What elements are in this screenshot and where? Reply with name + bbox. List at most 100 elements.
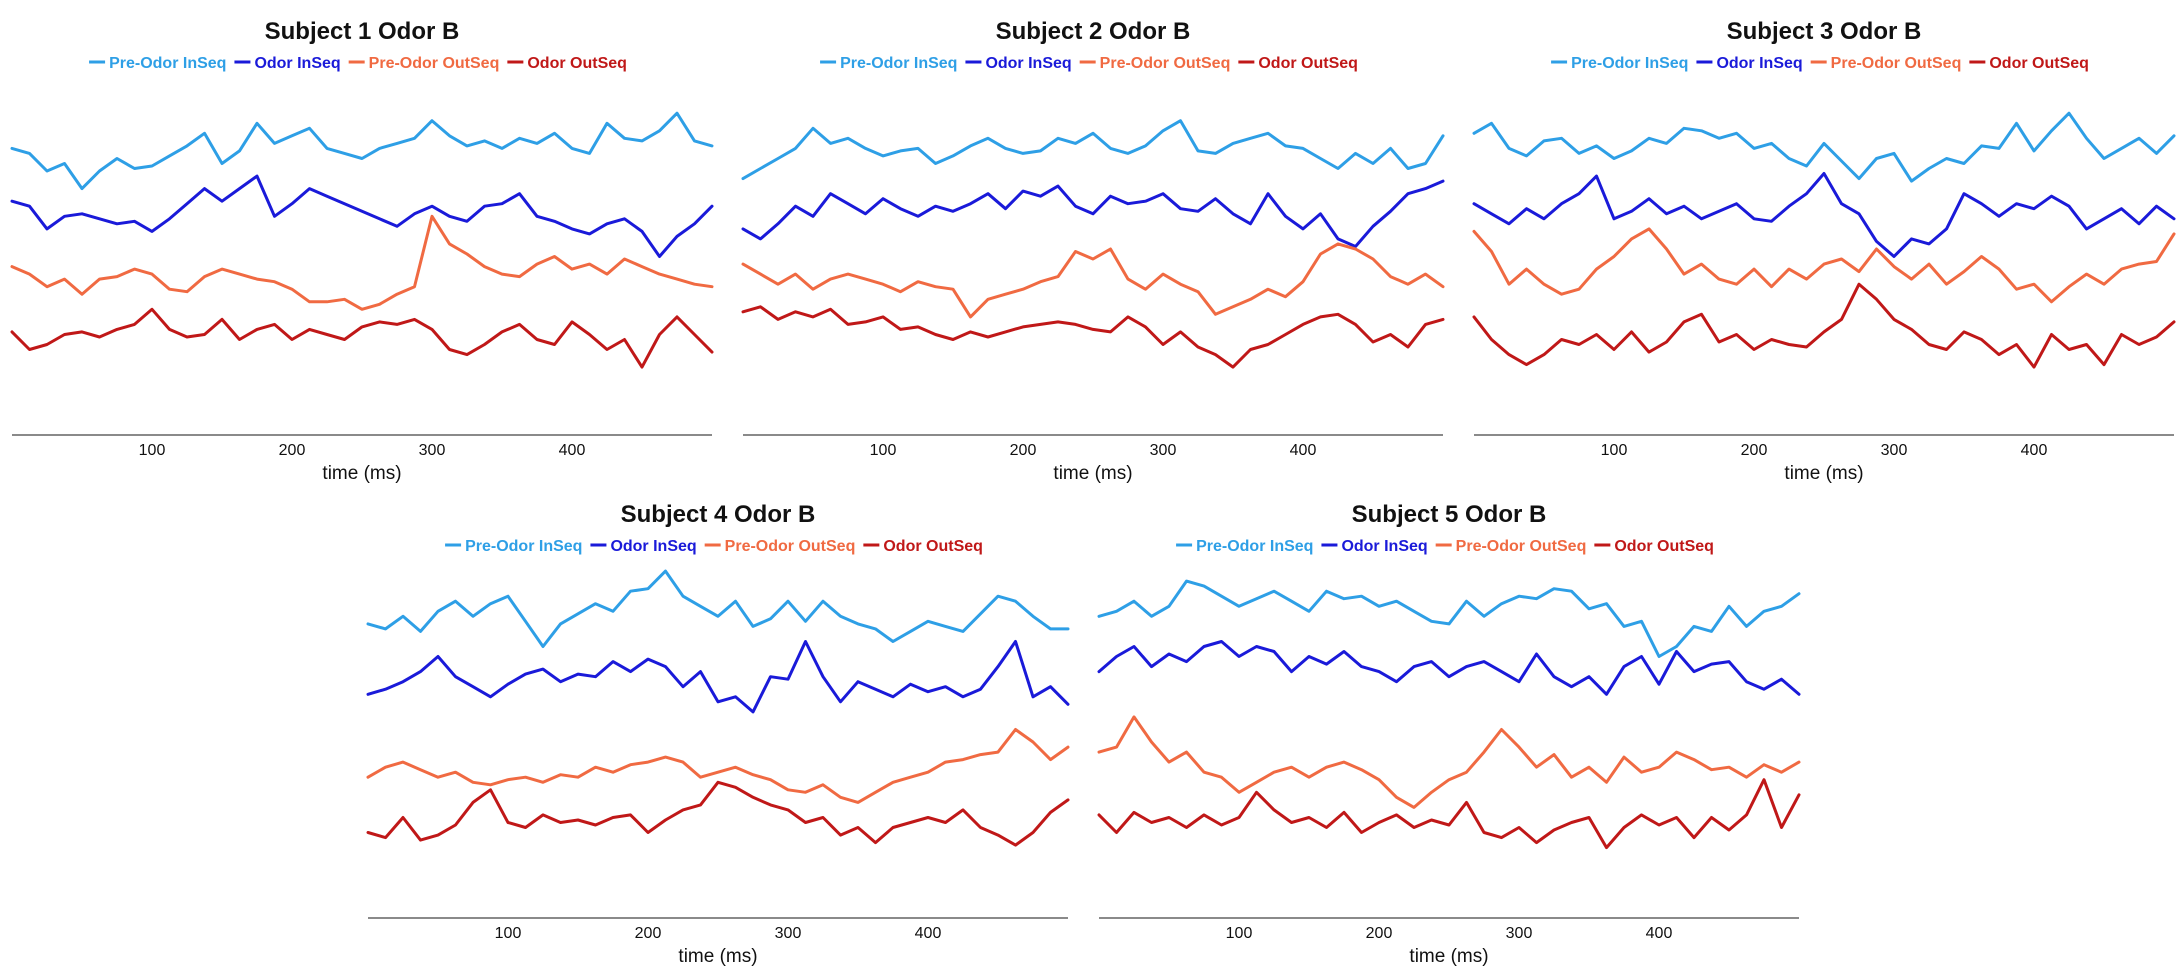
series-line-pre-odor-outseq [10,214,714,311]
x-tick-label: 300 [1150,442,1177,459]
series-line-pre-odor-outseq [366,728,1070,804]
legend-item-odor-inseq: Odor InSeq [965,55,1072,72]
x-tick-label: 300 [419,442,446,459]
legend-label: Odor InSeq [254,55,340,72]
legend-label: Odor InSeq [1716,55,1802,72]
x-axis-label: time (ms) [678,946,757,967]
legend-label: Pre-Odor InSeq [840,55,957,72]
panel-subject-2: Subject 2 Odor B Pre-Odor InSeq Odor InSeq… [741,18,1445,484]
legend-item-pre-odor-inseq: Pre-Odor InSeq [89,55,226,72]
x-tick-label: 400 [559,442,586,459]
legend-label: Odor InSeq [1341,538,1427,555]
panel-subject-1: Subject 1 Odor B Pre-Odor InSeq Odor InSeq… [10,18,714,484]
legend-label: Pre-Odor OutSeq [369,55,500,72]
panel-title: Subject 4 Odor B [621,501,816,528]
legend-label: Pre-Odor OutSeq [725,538,856,555]
series-line-odor-inseq [1097,640,1801,696]
x-axis-label: time (ms) [322,463,401,484]
x-tick-label: 200 [1010,442,1037,459]
series-line-odor-outseq [366,780,1070,847]
legend-item-odor-inseq: Odor InSeq [1696,55,1803,72]
x-tick-label: 100 [1601,442,1628,459]
x-tick-label: 300 [1881,442,1908,459]
panel-title: Subject 3 Odor B [1727,18,1922,45]
series-line-pre-odor-outseq [741,242,1445,319]
x-axis-label: time (ms) [1409,946,1488,967]
legend: Pre-Odor InSeq Odor InSeq Pre-Odor OutSeq O… [89,55,627,72]
series-line-odor-inseq [366,640,1070,714]
legend-item-pre-odor-inseq: Pre-Odor InSeq [445,538,582,555]
legend-item-odor-outseq: Odor OutSeq [507,55,627,72]
legend-item-odor-outseq: Odor OutSeq [1594,538,1714,555]
legend-item-pre-odor-outseq: Pre-Odor OutSeq [348,55,500,72]
legend-item-pre-odor-outseq: Pre-Odor OutSeq [1079,55,1231,72]
series-line-pre-odor-inseq [366,569,1070,648]
legend-item-pre-odor-inseq: Pre-Odor InSeq [820,55,957,72]
legend-label: Odor OutSeq [1614,538,1714,555]
legend-label: Pre-Odor InSeq [465,538,582,555]
panel-title: Subject 5 Odor B [1352,501,1547,528]
legend-item-odor-inseq: Odor InSeq [590,538,697,555]
legend-label: Odor InSeq [610,538,696,555]
legend: Pre-Odor InSeq Odor InSeq Pre-Odor OutSeq O… [445,538,983,555]
legend: Pre-Odor InSeq Odor InSeq Pre-Odor OutSeq O… [1176,538,1714,555]
series-line-odor-outseq [1472,282,2176,369]
x-axis-label: time (ms) [1784,463,1863,484]
legend: Pre-Odor InSeq Odor InSeq Pre-Odor OutSeq O… [1551,55,2089,72]
x-tick-label: 400 [1646,925,1673,942]
panel-subject-5: Subject 5 Odor B Pre-Odor InSeq Odor InSeq… [1097,501,1801,967]
x-tick-label: 300 [1506,925,1533,942]
x-tick-label: 400 [2021,442,2048,459]
series-line-pre-odor-inseq [1472,111,2176,183]
legend-item-pre-odor-outseq: Pre-Odor OutSeq [1810,55,1962,72]
series-line-pre-odor-inseq [10,111,714,191]
x-tick-label: 400 [915,925,942,942]
x-tick-label: 200 [635,925,662,942]
legend-item-pre-odor-outseq: Pre-Odor OutSeq [704,538,856,555]
legend-label: Pre-Odor OutSeq [1100,55,1231,72]
panel-title: Subject 2 Odor B [996,18,1191,45]
legend-item-odor-outseq: Odor OutSeq [1238,55,1358,72]
legend-item-pre-odor-inseq: Pre-Odor InSeq [1176,538,1313,555]
legend-item-odor-outseq: Odor OutSeq [1969,55,2089,72]
panel-subject-3: Subject 3 Odor B Pre-Odor InSeq Odor InSeq… [1472,18,2176,484]
x-tick-label: 100 [495,925,522,942]
series-line-odor-inseq [10,174,714,258]
panel-subject-4: Subject 4 Odor B Pre-Odor InSeq Odor InSeq… [366,501,1070,967]
legend-label: Odor OutSeq [527,55,627,72]
legend-label: Pre-Odor InSeq [1196,538,1313,555]
series-line-odor-outseq [741,305,1445,369]
series-line-pre-odor-outseq [1097,715,1801,809]
legend-label: Pre-Odor InSeq [1571,55,1688,72]
legend-label: Pre-Odor OutSeq [1831,55,1962,72]
x-tick-label: 100 [870,442,897,459]
legend-label: Odor OutSeq [883,538,983,555]
series-line-odor-inseq [741,179,1445,248]
legend-item-odor-inseq: Odor InSeq [234,55,341,72]
series-line-odor-inseq [1472,172,2176,258]
legend-item-pre-odor-outseq: Pre-Odor OutSeq [1435,538,1587,555]
legend-label: Pre-Odor OutSeq [1456,538,1587,555]
series-line-pre-odor-outseq [1472,227,2176,304]
x-tick-label: 100 [1226,925,1253,942]
legend-item-odor-inseq: Odor InSeq [1321,538,1428,555]
legend-item-odor-outseq: Odor OutSeq [863,538,983,555]
x-tick-label: 400 [1290,442,1317,459]
series-line-odor-outseq [10,307,714,369]
x-tick-label: 100 [139,442,166,459]
x-tick-label: 300 [775,925,802,942]
series-line-odor-outseq [1097,778,1801,850]
series-line-pre-odor-inseq [1097,579,1801,658]
panel-title: Subject 1 Odor B [265,18,460,45]
x-tick-label: 200 [1741,442,1768,459]
x-axis-label: time (ms) [1053,463,1132,484]
series-line-pre-odor-inseq [741,119,1445,181]
legend-label: Odor InSeq [985,55,1071,72]
legend-label: Odor OutSeq [1989,55,2089,72]
legend: Pre-Odor InSeq Odor InSeq Pre-Odor OutSeq O… [820,55,1358,72]
legend-label: Odor OutSeq [1258,55,1358,72]
legend-item-pre-odor-inseq: Pre-Odor InSeq [1551,55,1688,72]
x-tick-label: 200 [1366,925,1393,942]
x-tick-label: 200 [279,442,306,459]
